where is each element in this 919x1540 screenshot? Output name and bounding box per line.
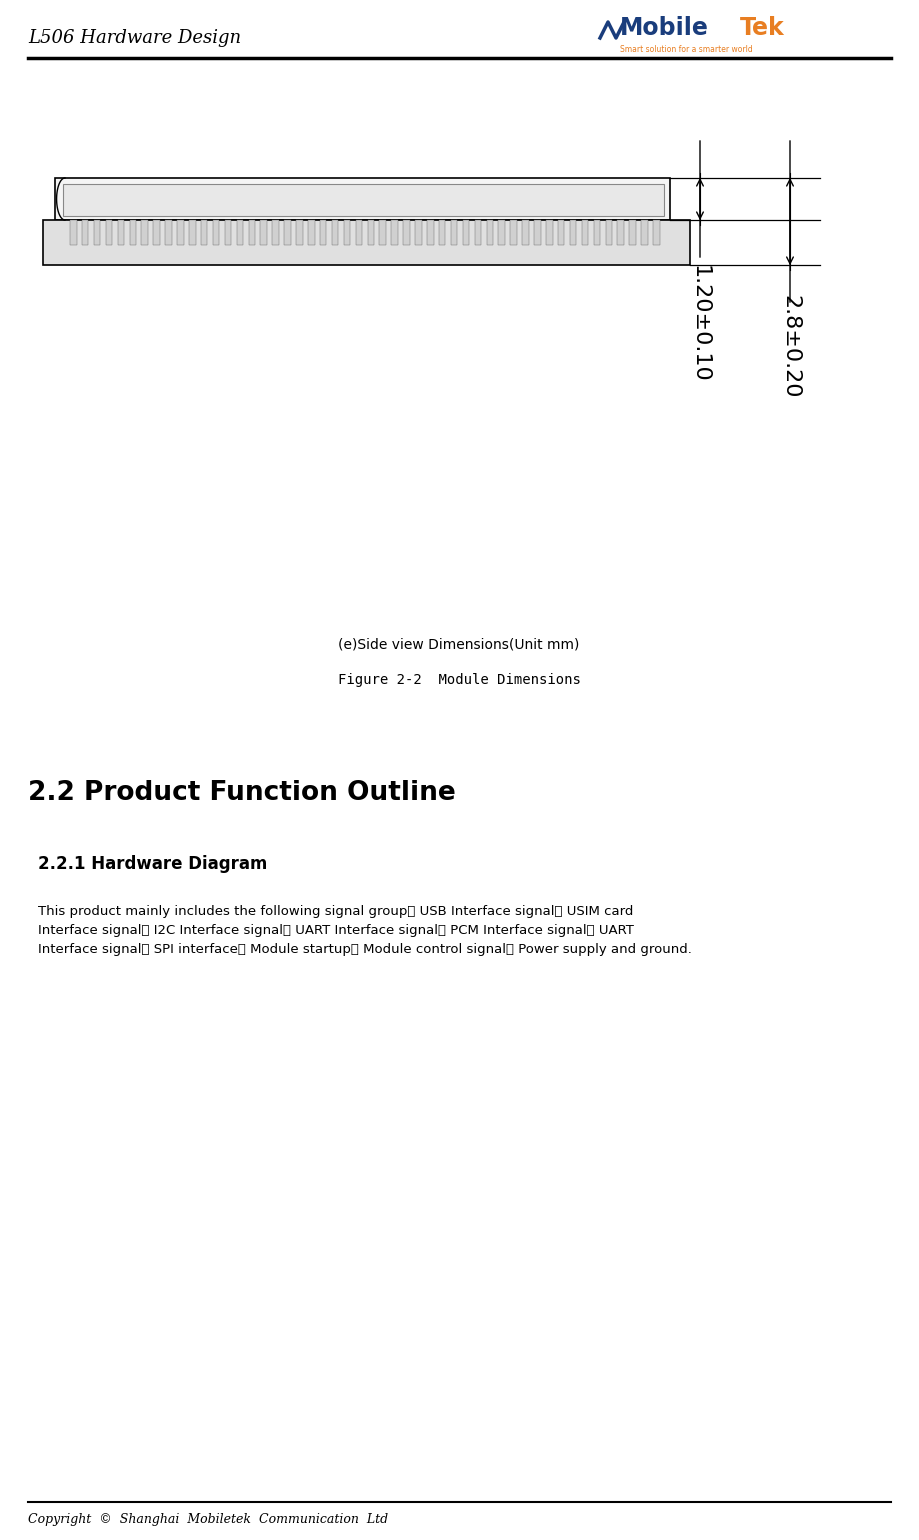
Bar (236, 220, 244, 245)
Bar (368, 220, 374, 245)
Bar (498, 220, 505, 245)
Bar (225, 220, 232, 245)
Bar (356, 220, 362, 245)
Text: This product mainly includes the following signal group： USB Interface signal、 U: This product mainly includes the followi… (38, 906, 692, 956)
Bar (439, 220, 446, 245)
Text: 2.2.1 Hardware Diagram: 2.2.1 Hardware Diagram (38, 855, 267, 873)
Bar (344, 220, 350, 245)
Bar (403, 220, 410, 245)
Bar (570, 220, 576, 245)
Bar (486, 220, 494, 245)
Bar (582, 220, 588, 245)
Bar (641, 220, 648, 245)
Bar (153, 220, 160, 245)
Bar (284, 220, 290, 245)
Bar (522, 220, 528, 245)
Bar (606, 220, 612, 245)
Bar (142, 220, 148, 245)
Bar (260, 220, 267, 245)
Text: Tek: Tek (740, 15, 785, 40)
Bar (118, 220, 124, 245)
Bar (213, 220, 220, 245)
Text: (e)Side view Dimensions(Unit mm): (e)Side view Dimensions(Unit mm) (338, 638, 580, 651)
Bar (320, 220, 326, 245)
Bar (82, 220, 88, 245)
Bar (618, 220, 624, 245)
Text: 1.20±0.10: 1.20±0.10 (690, 265, 710, 383)
Bar (63, 183, 664, 216)
Bar (272, 220, 278, 245)
Text: Smart solution for a smarter world: Smart solution for a smarter world (620, 46, 753, 54)
Bar (43, 220, 690, 265)
Bar (70, 220, 76, 245)
Bar (332, 220, 338, 245)
Bar (296, 220, 302, 245)
Bar (201, 220, 208, 245)
Text: 2.8±0.20: 2.8±0.20 (780, 294, 800, 399)
Bar (427, 220, 434, 245)
Bar (380, 220, 386, 245)
Bar (248, 220, 255, 245)
Text: Mobile: Mobile (620, 15, 709, 40)
Bar (546, 220, 552, 245)
Bar (558, 220, 564, 245)
Bar (308, 220, 314, 245)
Bar (415, 220, 422, 245)
Text: 2.2 Product Function Outline: 2.2 Product Function Outline (28, 779, 456, 805)
Bar (391, 220, 398, 245)
Text: L506 Hardware Design: L506 Hardware Design (28, 29, 241, 48)
Bar (130, 220, 136, 245)
Bar (106, 220, 112, 245)
Bar (630, 220, 636, 245)
Bar (451, 220, 458, 245)
Bar (594, 220, 600, 245)
Bar (474, 220, 482, 245)
Bar (177, 220, 184, 245)
Bar (189, 220, 196, 245)
Bar (94, 220, 100, 245)
Bar (653, 220, 660, 245)
Text: Copyright  ©  Shanghai  Mobiletek  Communication  Ltd: Copyright © Shanghai Mobiletek Communica… (28, 1514, 388, 1526)
Bar (510, 220, 516, 245)
Text: Figure 2-2  Module Dimensions: Figure 2-2 Module Dimensions (337, 673, 581, 687)
Bar (534, 220, 540, 245)
Bar (55, 179, 670, 220)
Bar (462, 220, 470, 245)
Bar (165, 220, 172, 245)
